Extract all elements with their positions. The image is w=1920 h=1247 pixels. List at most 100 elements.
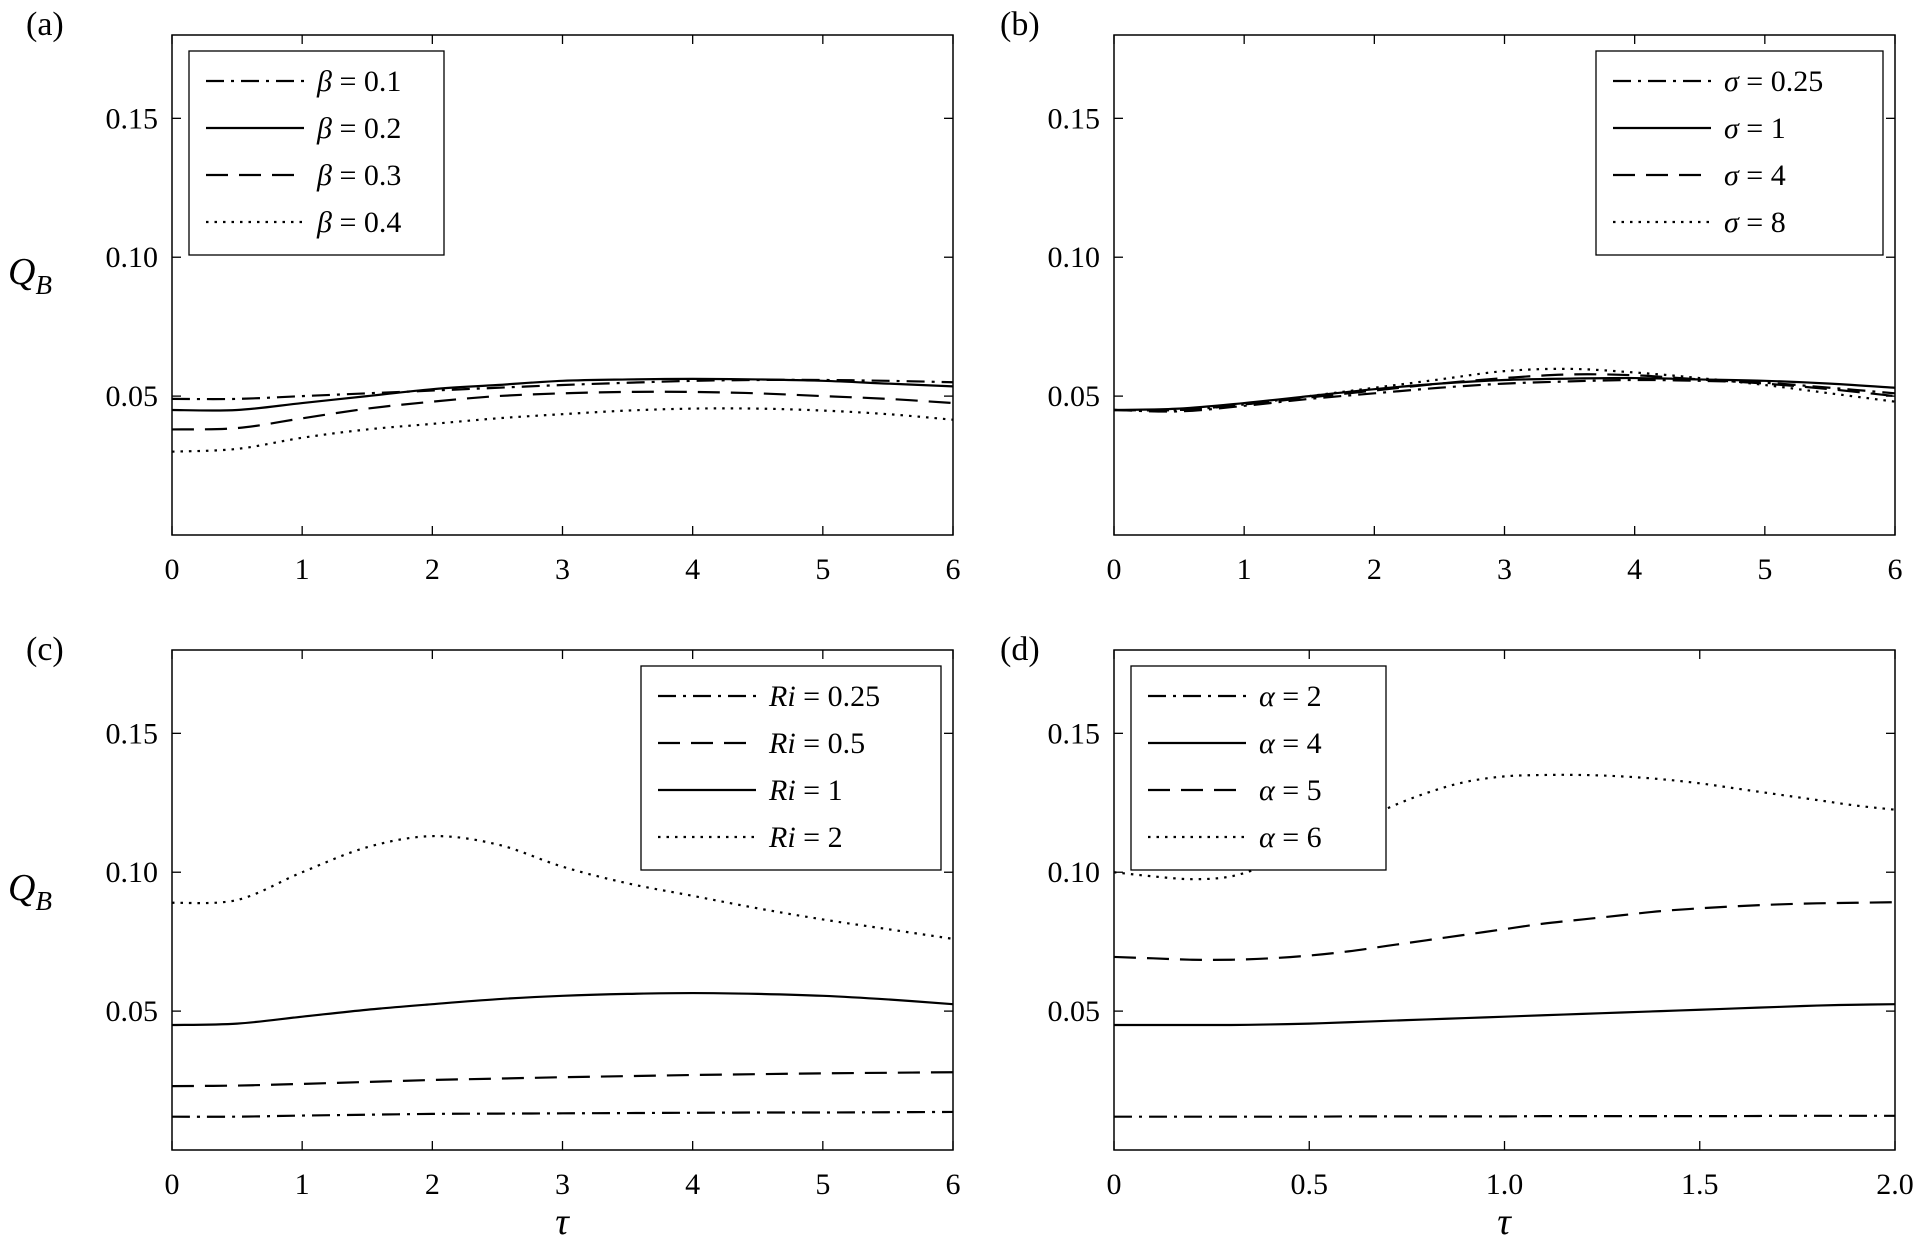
series-line-a (171, 407, 954, 453)
legend-entry-label: σ = 4 (1724, 159, 1786, 192)
series-line-a (171, 377, 954, 412)
x-tick-label: 2 (1367, 553, 1382, 586)
legend-entry-var: α (1259, 821, 1276, 854)
y-axis-title-main: Q (8, 251, 35, 293)
legend-entry-var: σ (1724, 159, 1740, 192)
x-tick-label: 3 (555, 553, 570, 586)
y-tick-label: 0.05 (1048, 380, 1101, 413)
legend-box (1595, 50, 1884, 256)
x-tick-label: 3 (1497, 553, 1512, 586)
series-line-c (171, 991, 954, 1027)
legend-entry-var: β (316, 159, 332, 192)
y-tick-label: 0.10 (106, 856, 159, 889)
legend-entry-var: Ri (768, 727, 796, 760)
x-tick-label: 4 (685, 553, 700, 586)
x-tick-label: 3 (555, 1168, 570, 1201)
legend-entry-label: σ = 1 (1724, 112, 1786, 145)
legend-entry-label: σ = 8 (1724, 206, 1786, 239)
series-line-c (171, 1110, 954, 1118)
legend-entry-var: Ri (768, 774, 796, 807)
x-tick-label: 6 (946, 1168, 961, 1201)
legend-entry-value: = 0.5 (796, 727, 865, 760)
y-axis-title-sub: B (35, 886, 52, 916)
x-tick-label: 5 (815, 1168, 830, 1201)
legend-entry-value: = 4 (1275, 727, 1322, 760)
legend-entry-var: α (1259, 680, 1276, 713)
legend-entry-var: α (1259, 727, 1276, 760)
legend-entry-label: β = 0.3 (316, 159, 401, 192)
legend-entry-label: β = 0.4 (316, 206, 401, 239)
legend-entry-value: = 6 (1275, 821, 1322, 854)
y-axis-title-bottom: QB (8, 867, 52, 916)
legend-entry-label: σ = 0.25 (1724, 65, 1823, 98)
legend-entry-value: = 1 (796, 774, 843, 807)
legend-entry-label: α = 4 (1259, 727, 1322, 760)
y-tick-label: 0.10 (1048, 856, 1101, 889)
series-line-c (171, 1071, 954, 1088)
x-tick-label: 1 (295, 1168, 310, 1201)
y-tick-label: 0.15 (106, 102, 159, 135)
panel-a: (a) 0 1 2 3 4 5 60.050.100.15 β = 0.1β = 0.2β … (26, 6, 961, 586)
legend-entry-value: = 0.2 (332, 112, 401, 145)
series-line-d (1113, 1114, 1895, 1118)
legend-entry-var: σ (1724, 206, 1740, 239)
legend-entry-value: = 4 (1739, 159, 1786, 192)
legend-entry-var: σ (1724, 112, 1740, 145)
x-tick-label: 5 (1757, 553, 1772, 586)
legend-entry-label: Ri = 2 (768, 821, 843, 854)
legend-entry-label: β = 0.2 (316, 112, 401, 145)
ticks-a: 0 1 2 3 4 5 6 0.05 0.10 0.15 (106, 35, 961, 586)
x-tick-label: 2 (425, 1168, 440, 1201)
legend-entry-value: = 5 (1275, 774, 1322, 807)
legend-b: σ = 0.25σ = 1σ = 4σ = 8 (1595, 50, 1884, 256)
series-line-b (1113, 367, 1896, 412)
legend-entry-var: Ri (768, 821, 796, 854)
x-tick-label: 1 (1237, 553, 1252, 586)
x-tick-label: 1.0 (1486, 1168, 1524, 1201)
legend-entry-label: Ri = 1 (768, 774, 843, 807)
y-tick-label: 0.15 (1048, 102, 1101, 135)
series-group-a (171, 377, 954, 453)
panel-label-a: (a) (26, 6, 64, 43)
x-tick-label: 0 (1107, 553, 1122, 586)
series-line-d (1113, 773, 1896, 881)
legend-entry-value: = 1 (1739, 112, 1786, 145)
x-tick-label: 1.5 (1681, 1168, 1719, 1201)
y-tick-label: 0.15 (1048, 717, 1101, 750)
legend-entry-var: σ (1724, 65, 1740, 98)
x-tick-label: 0 (165, 553, 180, 586)
series-group-b (1113, 367, 1896, 413)
panel-label-b: (b) (1000, 6, 1040, 43)
legend-box (640, 665, 942, 871)
series-line-d (1113, 901, 1896, 961)
ticks-d: 0 0.5 1.0 1.5 2.0 0.05 0.10 0.15 (1048, 650, 1914, 1201)
legend-d: α = 2α = 4α = 5α = 6 (1130, 665, 1387, 871)
legend-entry-label: Ri = 0.5 (768, 727, 865, 760)
legend-entry-var: β (316, 206, 332, 239)
x-axis-title-c: τ (555, 1201, 570, 1243)
x-tick-label: 0 (1107, 1168, 1122, 1201)
legend-entry-value: = 0.4 (332, 206, 401, 239)
y-tick-label: 0.10 (1048, 241, 1101, 274)
x-tick-label: 2.0 (1876, 1168, 1914, 1201)
series-line-a (171, 378, 954, 401)
legend-entry-label: α = 2 (1259, 680, 1322, 713)
y-axis-title-main: Q (8, 867, 35, 909)
x-tick-label: 2 (425, 553, 440, 586)
y-tick-label: 0.10 (106, 241, 159, 274)
ticks-b: 0 1 2 3 4 5 6 0.05 0.10 0.15 (1048, 35, 1903, 586)
legend-entry-var: β (316, 65, 332, 98)
x-tick-label: 1 (295, 553, 310, 586)
series-line-d (1113, 1003, 1896, 1027)
legend-entry-value: = 0.25 (1739, 65, 1823, 98)
legend-entry-value: = 0.1 (332, 65, 401, 98)
series-line-b (1113, 376, 1896, 412)
ticks-c: 0 1 2 3 4 5 6 0.05 0.10 0.15 (106, 650, 961, 1201)
legend-entry-label: β = 0.1 (316, 65, 401, 98)
legend-a: β = 0.1β = 0.2β = 0.3β = 0.4 (188, 50, 445, 256)
y-tick-label: 0.05 (1048, 995, 1101, 1028)
series-group-c (171, 835, 954, 1118)
